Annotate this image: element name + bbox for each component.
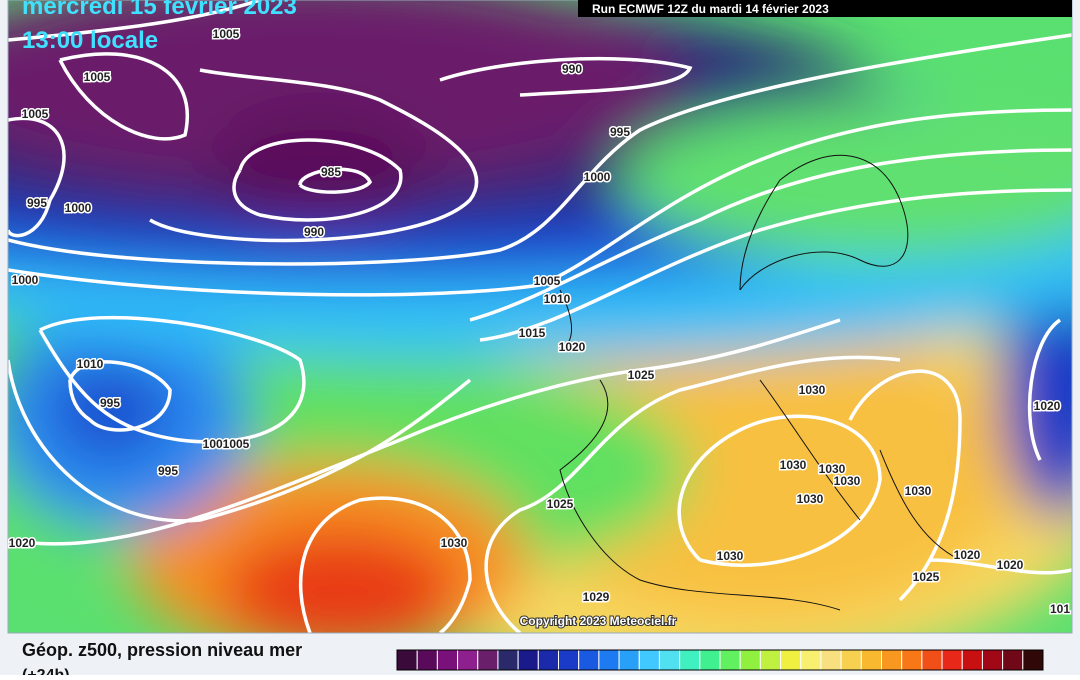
- scale-swatch: [396, 649, 418, 671]
- isobar-label: 1001005: [203, 437, 250, 451]
- scale-swatch: [981, 649, 1004, 671]
- scale-swatch: [840, 649, 862, 671]
- scale-swatch: [638, 649, 660, 671]
- isobar-label: 1000: [65, 201, 92, 215]
- scale-swatch: [1022, 649, 1044, 671]
- scale-swatch: [820, 649, 842, 671]
- scale-swatch: [436, 649, 459, 671]
- scale-swatch: [719, 649, 741, 671]
- isobar-label: 1030: [905, 484, 932, 498]
- scale-swatch: [578, 649, 600, 671]
- scale-swatch: [901, 649, 923, 671]
- scale-swatch: [457, 649, 479, 671]
- run-box: [578, 0, 1072, 17]
- isobar-labels: 1005 1005 1005 995 1000 985 990 990 995 1000 1000 1…: [7, 26, 1072, 618]
- map-border: [7, 0, 1073, 634]
- isobar-label: 995: [610, 125, 630, 139]
- color-scale: [396, 649, 1044, 671]
- run: Run ECMWF 12Z du mardi 14 février 2023: [592, 2, 829, 16]
- scale-swatch: [497, 649, 519, 671]
- isobar-label: 990: [304, 225, 324, 239]
- date: mercredi 15 février 2023: [22, 0, 297, 20]
- scale-swatch: [941, 649, 963, 671]
- isobars: [8, 0, 1072, 633]
- isobar-label: 1029: [583, 590, 610, 604]
- scale-swatch: [658, 649, 681, 671]
- isobar-label: 985: [321, 165, 341, 179]
- scale-swatch: [416, 649, 438, 671]
- isobar-label: 1025: [547, 497, 574, 511]
- isobar-label: 1020: [1034, 399, 1061, 413]
- isobar-label: 1030: [441, 536, 468, 550]
- isobar-label: 1020: [997, 558, 1024, 572]
- scale-swatch: [800, 649, 822, 671]
- isobar-label: 1010: [544, 292, 571, 306]
- isobar-label: 1005: [534, 274, 561, 288]
- isobar-label: 1030: [780, 458, 807, 472]
- copyright: Copyright 2023 Meteociel.fr: [520, 614, 677, 628]
- time: 13:00 locale: [22, 27, 158, 54]
- scale-swatch: [537, 649, 559, 671]
- scale-border: [396, 649, 1044, 671]
- isobar-label: 990: [562, 62, 582, 76]
- scale-swatch: [860, 649, 882, 671]
- isobar-label: 1005: [213, 27, 240, 41]
- isobar-label: 1000: [584, 170, 611, 184]
- isobar-label: 1020: [9, 536, 36, 550]
- scale-swatch: [739, 649, 761, 671]
- isobar-label: 101: [1050, 602, 1070, 616]
- isobar-label: 1000: [12, 273, 39, 287]
- scale-swatch: [618, 649, 640, 671]
- scale-swatch: [679, 649, 701, 671]
- isobar-label: 1030: [717, 549, 744, 563]
- isobar-label: 1005: [84, 70, 111, 84]
- isobar-label: 1005: [22, 107, 49, 121]
- isobar-label: 995: [27, 196, 47, 210]
- scale-swatch: [598, 649, 620, 671]
- scale-swatch: [558, 649, 580, 671]
- legend-subtitle: (+24h): [22, 667, 70, 675]
- isobar-label: 1030: [834, 474, 861, 488]
- isobar-label: 1020: [559, 340, 586, 354]
- isobar-label: 1015: [519, 326, 546, 340]
- isobar-label: 1030: [819, 462, 846, 476]
- scale-swatch: [961, 649, 983, 671]
- coastlines: [559, 154, 961, 611]
- isobar-label: 995: [100, 396, 120, 410]
- isobar-label: 1025: [628, 368, 655, 382]
- scale-swatch: [921, 649, 943, 671]
- isobar-label: 1030: [799, 383, 826, 397]
- isobar-label: 1025: [913, 570, 940, 584]
- scale-swatch: [477, 649, 499, 671]
- scale-swatch: [1002, 649, 1024, 671]
- isobar-label: 1010: [77, 357, 104, 371]
- scale-swatch: [881, 649, 903, 671]
- scale-swatch: [780, 649, 802, 671]
- isobar-label: 995: [158, 464, 178, 478]
- scale-swatch: [699, 649, 721, 671]
- scale-swatch: [517, 649, 539, 671]
- legend-title: Géop. z500, pression niveau mer: [22, 640, 302, 660]
- isobar-label: 1030: [797, 492, 824, 506]
- scale-swatch: [759, 649, 782, 671]
- isobar-label: 1020: [954, 548, 981, 562]
